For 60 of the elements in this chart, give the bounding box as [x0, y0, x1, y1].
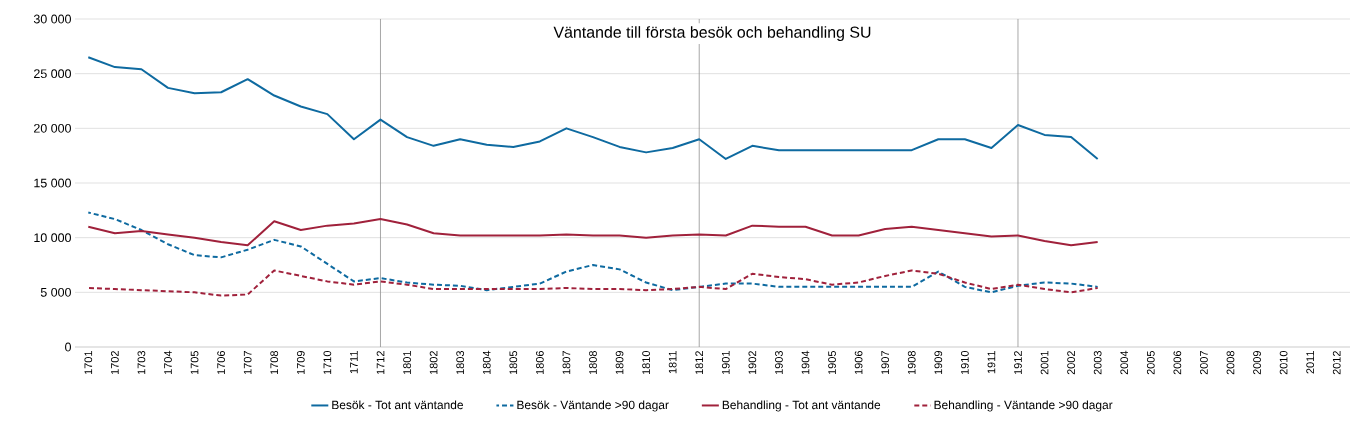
x-tick-label: 2007 — [1200, 351, 1208, 375]
chart-title: Väntande till första besök och behandling SU — [553, 26, 871, 41]
x-tick-label: 2011 — [1306, 351, 1315, 374]
x-tick-label: 1809 — [615, 351, 624, 375]
x-tick-label: 1812 — [695, 351, 704, 375]
x-tick-label: 1706 — [217, 351, 225, 375]
x-tick-label: 1811 — [668, 351, 677, 374]
x-tick-label: 1710 — [323, 350, 332, 375]
x-tick-label: 1908 — [907, 351, 916, 375]
x-tick-label: 1905 — [828, 350, 836, 375]
x-tick-label: 1704 — [164, 350, 172, 375]
x-tick-label: 1909 — [934, 351, 943, 375]
x-tick-label: 1801 — [403, 351, 411, 375]
x-tick-label: 1708 — [270, 351, 279, 375]
x-tick-label: 1906 — [854, 351, 863, 375]
legend-label: Behandling - Tot ant väntande — [722, 400, 881, 412]
x-tick-label: 2002 — [1067, 351, 1075, 375]
x-tick-label: 1705 — [190, 350, 199, 375]
legend-label: Behandling - Väntande >90 dagar — [934, 400, 1113, 412]
x-tick-label: 1910 — [960, 350, 969, 375]
x-tick-label: 2006 — [1173, 351, 1182, 375]
x-tick-label: 1808 — [589, 351, 597, 375]
x-tick-label: 1701 — [84, 351, 93, 375]
x-tick-label: 1903 — [775, 351, 783, 375]
y-tick-label: 15 000 — [34, 178, 71, 188]
x-tick-label: 1806 — [535, 351, 544, 375]
x-tick-label: 1911 — [987, 351, 996, 374]
y-tick-label: 10 000 — [34, 233, 71, 243]
x-tick-label: 1901 — [721, 351, 730, 375]
x-tick-label: 2010 — [1279, 350, 1288, 375]
x-tick-label: 1703 — [137, 351, 146, 375]
x-tick-label: 1804 — [482, 350, 491, 375]
y-tick-label: 0 — [65, 342, 71, 352]
x-tick-label: 1803 — [456, 351, 465, 375]
x-tick-label: 2003 — [1093, 351, 1102, 375]
x-tick-label: 2009 — [1253, 351, 1261, 375]
x-tick-label: 2004 — [1120, 350, 1129, 375]
y-tick-label: 25 000 — [34, 69, 71, 79]
y-tick-label: 30 000 — [33, 14, 71, 24]
y-tick-label: 20 000 — [34, 123, 71, 133]
x-tick-label: 2008 — [1226, 351, 1235, 375]
legend-label: Besök - Tot ant väntande — [332, 400, 463, 410]
x-tick-label: 1912 — [1014, 351, 1022, 375]
x-tick-label: 1810 — [642, 350, 650, 375]
y-tick-label: 5 000 — [40, 287, 71, 297]
x-tick-label: 1904 — [801, 350, 810, 375]
x-tick-label: 1711 — [350, 351, 358, 374]
legend-label: Besök - Väntande >90 dagar — [517, 400, 669, 412]
x-tick-label: 1902 — [748, 351, 757, 375]
x-tick-label: 2001 — [1040, 351, 1049, 375]
x-tick-label: 1702 — [110, 351, 119, 375]
x-tick-label: 1712 — [376, 351, 385, 375]
x-tick-label: 2012 — [1332, 351, 1341, 375]
x-tick-label: 1805 — [509, 350, 518, 375]
x-tick-label: 2005 — [1146, 350, 1155, 375]
x-tick-label: 1807 — [562, 351, 571, 375]
x-tick-label: 1907 — [881, 351, 890, 375]
x-tick-label: 1802 — [429, 351, 438, 375]
x-tick-label: 1709 — [296, 351, 305, 375]
x-tick-label: 1707 — [243, 351, 252, 375]
